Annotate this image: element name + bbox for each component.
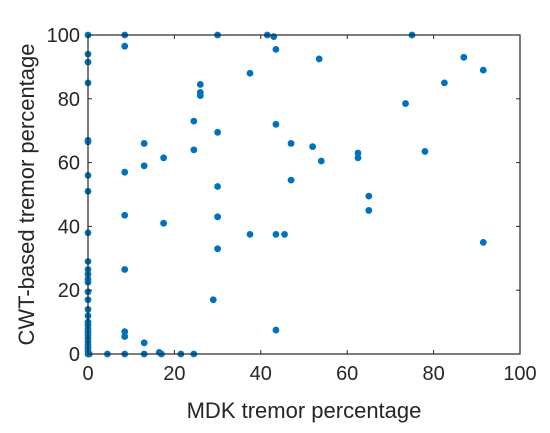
data-point xyxy=(190,117,198,125)
data-point xyxy=(365,192,373,200)
x-tick-label: 0 xyxy=(82,363,93,385)
data-point xyxy=(160,219,168,227)
data-point xyxy=(196,92,204,100)
data-point xyxy=(287,176,295,184)
data-point xyxy=(121,333,129,340)
data-point xyxy=(272,120,280,128)
y-tick-label: 80 xyxy=(58,89,80,111)
data-point xyxy=(246,230,254,238)
data-point xyxy=(209,296,217,304)
data-point xyxy=(272,45,280,53)
data-point xyxy=(140,162,148,170)
data-point xyxy=(421,148,429,155)
data-point xyxy=(272,326,280,334)
data-point xyxy=(281,230,288,238)
x-axis-ticks: 0 20 40 60 80 100 xyxy=(82,35,537,385)
axes-box xyxy=(87,34,521,355)
data-point xyxy=(121,42,129,50)
data-point xyxy=(121,168,129,176)
x-tick-label: 60 xyxy=(336,363,358,385)
data-point xyxy=(309,143,317,151)
data-point xyxy=(121,266,129,273)
data-point xyxy=(246,69,254,77)
y-tick-label: 0 xyxy=(69,344,80,366)
data-point xyxy=(140,140,148,147)
data-point xyxy=(354,154,362,162)
data-point xyxy=(214,183,222,190)
data-point xyxy=(287,140,295,147)
data-point xyxy=(460,53,468,61)
x-tick-label: 20 xyxy=(163,363,185,385)
x-tick-label: 80 xyxy=(422,363,444,385)
data-point xyxy=(354,149,362,157)
y-axis-ticks: 0 20 40 60 80 100 xyxy=(47,25,520,366)
data-point xyxy=(214,128,222,136)
data-point xyxy=(140,339,148,347)
data-point xyxy=(196,81,204,88)
data-point xyxy=(479,238,487,246)
data-point xyxy=(190,146,198,154)
data-point xyxy=(121,328,129,336)
x-tick-label: 40 xyxy=(250,363,272,385)
data-points xyxy=(84,31,487,358)
data-point xyxy=(272,230,280,238)
data-point xyxy=(160,154,168,162)
y-tick-label: 100 xyxy=(47,25,80,47)
data-point xyxy=(270,33,278,40)
data-point xyxy=(441,79,448,87)
data-point xyxy=(315,55,323,63)
x-tick-label: 100 xyxy=(503,363,536,385)
data-point xyxy=(479,66,487,74)
data-point xyxy=(214,213,222,221)
y-axis-label: CWT-based tremor percentage xyxy=(14,43,39,345)
y-tick-label: 40 xyxy=(58,216,80,238)
data-point xyxy=(365,207,373,214)
x-axis-label: MDK tremor percentage xyxy=(187,398,422,423)
y-tick-label: 60 xyxy=(58,153,80,175)
y-tick-label: 20 xyxy=(58,280,80,302)
plot-area xyxy=(88,35,520,354)
data-point xyxy=(317,157,325,165)
data-point xyxy=(121,211,129,219)
data-point xyxy=(402,100,409,107)
data-point xyxy=(214,245,222,253)
